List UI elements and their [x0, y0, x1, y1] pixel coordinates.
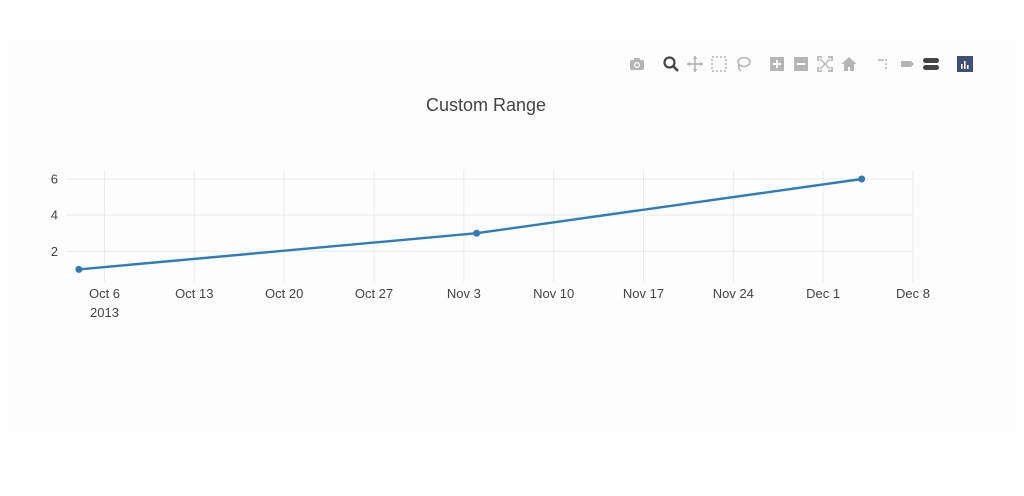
pan-icon[interactable] — [684, 53, 706, 75]
x-tick-label: Oct 13 — [175, 286, 213, 301]
plot-container — [8, 40, 1016, 432]
y-tick-label: 2 — [51, 244, 58, 259]
x-tick-label: Oct 6 — [89, 286, 120, 301]
modebar — [626, 52, 978, 76]
lasso-select-icon[interactable] — [732, 53, 754, 75]
y-tick-label: 4 — [51, 208, 58, 223]
home-icon[interactable] — [838, 53, 860, 75]
data-point[interactable] — [858, 175, 866, 183]
zoom-in-icon[interactable] — [766, 53, 788, 75]
autoscale-icon[interactable] — [814, 53, 836, 75]
data-point[interactable] — [75, 265, 83, 273]
x-tick-label: Dec 8 — [896, 286, 930, 301]
grid — [66, 170, 914, 282]
y-tick-label: 6 — [51, 172, 58, 187]
hover-compare-icon[interactable] — [920, 53, 942, 75]
x-tick-label: Nov 24 — [713, 286, 754, 301]
camera-icon[interactable] — [626, 53, 648, 75]
series-markers — [75, 175, 866, 273]
x-tick-label: Oct 27 — [355, 286, 393, 301]
y-axis: 2 4 6 — [51, 172, 58, 259]
plotly-logo-icon[interactable] — [954, 53, 976, 75]
x-tick-label: Nov 17 — [623, 286, 664, 301]
x-axis: Oct 6 Oct 13 Oct 20 Oct 27 Nov 3 Nov 10 Nov 17… — [89, 286, 930, 301]
box-select-icon[interactable] — [708, 53, 730, 75]
chart-title: Custom Range — [426, 95, 546, 115]
x-tick-label: Nov 10 — [533, 286, 574, 301]
x-axis-year-label: 2013 — [90, 305, 119, 320]
x-tick-label: Dec 1 — [806, 286, 840, 301]
spike-lines-icon[interactable] — [872, 53, 894, 75]
x-tick-label: Nov 3 — [447, 286, 481, 301]
zoom-out-icon[interactable] — [790, 53, 812, 75]
series-line[interactable] — [78, 177, 862, 271]
x-tick-label: Oct 20 — [265, 286, 303, 301]
hover-closest-icon[interactable] — [896, 53, 918, 75]
data-point[interactable] — [473, 229, 481, 237]
zoom-icon[interactable] — [660, 53, 682, 75]
